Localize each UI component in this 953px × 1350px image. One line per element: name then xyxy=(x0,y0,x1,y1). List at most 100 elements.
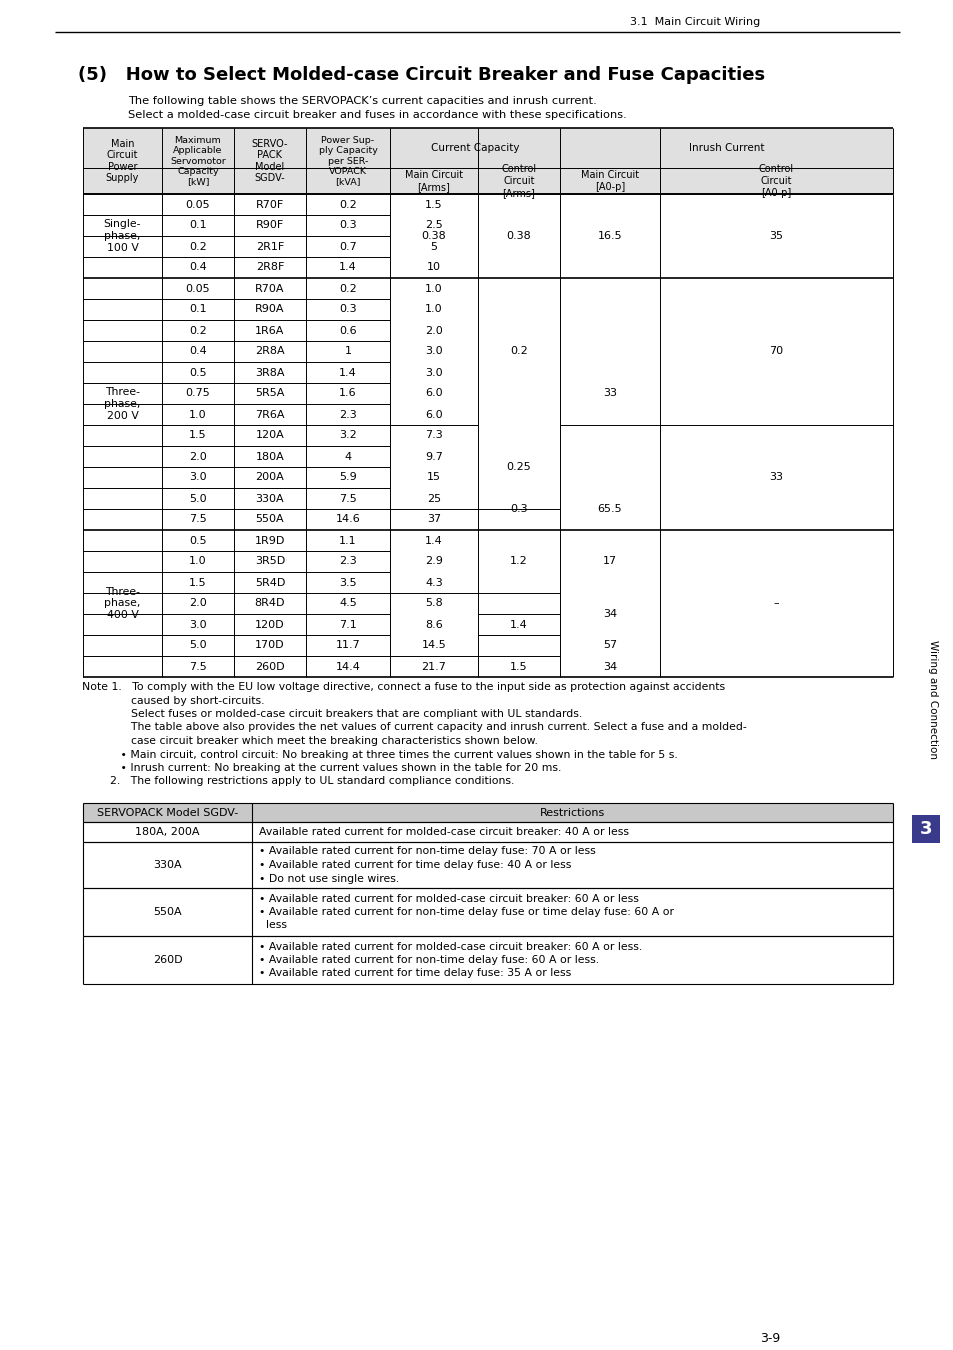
Text: 1R9D: 1R9D xyxy=(254,536,285,545)
Text: 65.5: 65.5 xyxy=(598,504,621,514)
Text: Current Capacity: Current Capacity xyxy=(431,143,518,153)
Text: 1.4: 1.4 xyxy=(338,367,356,378)
Bar xyxy=(83,803,892,822)
Text: 7.5: 7.5 xyxy=(338,494,356,504)
Text: 1.0: 1.0 xyxy=(189,556,207,567)
Text: 0.2: 0.2 xyxy=(510,347,527,356)
Text: 5R4D: 5R4D xyxy=(254,578,285,587)
Text: 1.5: 1.5 xyxy=(189,431,207,440)
Text: The table above also provides the net values of current capacity and inrush curr: The table above also provides the net va… xyxy=(82,722,746,733)
Text: 550A: 550A xyxy=(255,514,284,525)
Text: Select a molded-case circuit breaker and fuses in accordance with these specific: Select a molded-case circuit breaker and… xyxy=(128,109,626,120)
Text: • Available rated current for time delay fuse: 35 A or less: • Available rated current for time delay… xyxy=(258,968,571,979)
Text: • Do not use single wires.: • Do not use single wires. xyxy=(258,873,399,883)
Text: 6.0: 6.0 xyxy=(425,389,442,398)
Text: 35: 35 xyxy=(769,231,782,242)
Text: Available rated current for molded-case circuit breaker: 40 A or less: Available rated current for molded-case … xyxy=(258,828,628,837)
Text: Maximum
Applicable
Servomotor
Capacity
[kW]: Maximum Applicable Servomotor Capacity [… xyxy=(170,136,226,186)
Text: 7.5: 7.5 xyxy=(189,514,207,525)
Text: Control
Circuit
[A0-p]: Control Circuit [A0-p] xyxy=(759,165,793,197)
Text: 180A: 180A xyxy=(255,451,284,462)
Text: Main
Circuit
Power
Supply: Main Circuit Power Supply xyxy=(106,139,139,184)
Text: 1: 1 xyxy=(344,347,351,356)
Bar xyxy=(83,128,892,194)
Text: Select fuses or molded-case circuit breakers that are compliant with UL standard: Select fuses or molded-case circuit brea… xyxy=(82,709,581,720)
Text: 0.25: 0.25 xyxy=(506,462,531,472)
Text: 34: 34 xyxy=(602,662,617,671)
Text: case circuit breaker which meet the breaking characteristics shown below.: case circuit breaker which meet the brea… xyxy=(82,736,537,747)
Text: 33: 33 xyxy=(769,472,782,482)
Text: • Inrush current: No breaking at the current values shown in the table for 20 ms: • Inrush current: No breaking at the cur… xyxy=(82,763,560,774)
Text: • Main circuit, control circuit: No breaking at three times the current values s: • Main circuit, control circuit: No brea… xyxy=(82,749,677,760)
Text: 0.05: 0.05 xyxy=(186,200,210,209)
Text: 1.4: 1.4 xyxy=(425,536,442,545)
Text: less: less xyxy=(258,921,287,930)
Text: 2.0: 2.0 xyxy=(189,598,207,609)
Text: 2R8A: 2R8A xyxy=(254,347,285,356)
Text: 9.7: 9.7 xyxy=(425,451,442,462)
Text: 2.3: 2.3 xyxy=(338,556,356,567)
Text: 120A: 120A xyxy=(255,431,284,440)
Text: 1.5: 1.5 xyxy=(425,200,442,209)
Text: 4.3: 4.3 xyxy=(425,578,442,587)
Text: 7.3: 7.3 xyxy=(425,431,442,440)
Text: 8R4D: 8R4D xyxy=(254,598,285,609)
Text: 7.1: 7.1 xyxy=(338,620,356,629)
Text: Three-
phase,
400 V: Three- phase, 400 V xyxy=(104,587,140,620)
Text: 260D: 260D xyxy=(152,954,182,965)
Text: 57: 57 xyxy=(602,640,617,651)
Text: 1.0: 1.0 xyxy=(425,305,442,315)
Text: 14.5: 14.5 xyxy=(421,640,446,651)
Text: 34: 34 xyxy=(602,609,617,620)
Text: 16.5: 16.5 xyxy=(598,231,621,242)
Text: 6.0: 6.0 xyxy=(425,409,442,420)
Text: 3.0: 3.0 xyxy=(189,620,207,629)
Text: 14.4: 14.4 xyxy=(335,662,360,671)
Text: 8.6: 8.6 xyxy=(425,620,442,629)
Text: 2R8F: 2R8F xyxy=(255,262,284,273)
Text: 3.0: 3.0 xyxy=(425,347,442,356)
Text: 3.0: 3.0 xyxy=(425,367,442,378)
Text: R70F: R70F xyxy=(255,200,284,209)
Text: 5.9: 5.9 xyxy=(338,472,356,482)
Text: 0.3: 0.3 xyxy=(510,504,527,514)
Text: 5R5A: 5R5A xyxy=(255,389,284,398)
Text: 3.2: 3.2 xyxy=(338,431,356,440)
Text: 0.5: 0.5 xyxy=(189,536,207,545)
Text: R90A: R90A xyxy=(255,305,284,315)
Text: 2R1F: 2R1F xyxy=(255,242,284,251)
Text: 1.1: 1.1 xyxy=(339,536,356,545)
Text: 15: 15 xyxy=(427,472,440,482)
Text: 0.1: 0.1 xyxy=(189,220,207,231)
Text: Note 1.   To comply with the EU low voltage directive, connect a fuse to the inp: Note 1. To comply with the EU low voltag… xyxy=(82,682,724,693)
Text: 170D: 170D xyxy=(254,640,285,651)
Text: Single-
phase,
100 V: Single- phase, 100 V xyxy=(104,220,141,252)
Text: 2.9: 2.9 xyxy=(425,556,442,567)
Text: 0.3: 0.3 xyxy=(339,305,356,315)
Text: 5.0: 5.0 xyxy=(189,494,207,504)
Text: (5)   How to Select Molded-case Circuit Breaker and Fuse Capacities: (5) How to Select Molded-case Circuit Br… xyxy=(78,66,764,84)
Text: 1.0: 1.0 xyxy=(425,284,442,293)
Text: 2.   The following restrictions apply to UL standard compliance conditions.: 2. The following restrictions apply to U… xyxy=(82,776,514,787)
Text: 1.0: 1.0 xyxy=(189,409,207,420)
Text: 5.0: 5.0 xyxy=(189,640,207,651)
Text: • Available rated current for molded-case circuit breaker: 60 A or less: • Available rated current for molded-cas… xyxy=(258,894,639,903)
Bar xyxy=(911,815,939,842)
Text: 2.5: 2.5 xyxy=(425,220,442,231)
Text: 10: 10 xyxy=(427,262,440,273)
Text: 2.0: 2.0 xyxy=(425,325,442,336)
Text: 0.05: 0.05 xyxy=(186,284,210,293)
Text: 3: 3 xyxy=(919,819,931,838)
Text: 260D: 260D xyxy=(254,662,285,671)
Text: • Available rated current for non-time delay fuse: 60 A or less.: • Available rated current for non-time d… xyxy=(258,954,598,965)
Text: 1.2: 1.2 xyxy=(510,556,527,567)
Text: • Available rated current for non-time delay fuse: 70 A or less: • Available rated current for non-time d… xyxy=(258,846,595,856)
Text: 0.7: 0.7 xyxy=(338,242,356,251)
Text: 3.5: 3.5 xyxy=(339,578,356,587)
Text: • Available rated current for time delay fuse: 40 A or less: • Available rated current for time delay… xyxy=(258,860,571,869)
Text: 4.5: 4.5 xyxy=(338,598,356,609)
Text: 2.3: 2.3 xyxy=(338,409,356,420)
Text: 70: 70 xyxy=(769,347,782,356)
Text: 5.8: 5.8 xyxy=(425,598,442,609)
Text: 0.75: 0.75 xyxy=(186,389,211,398)
